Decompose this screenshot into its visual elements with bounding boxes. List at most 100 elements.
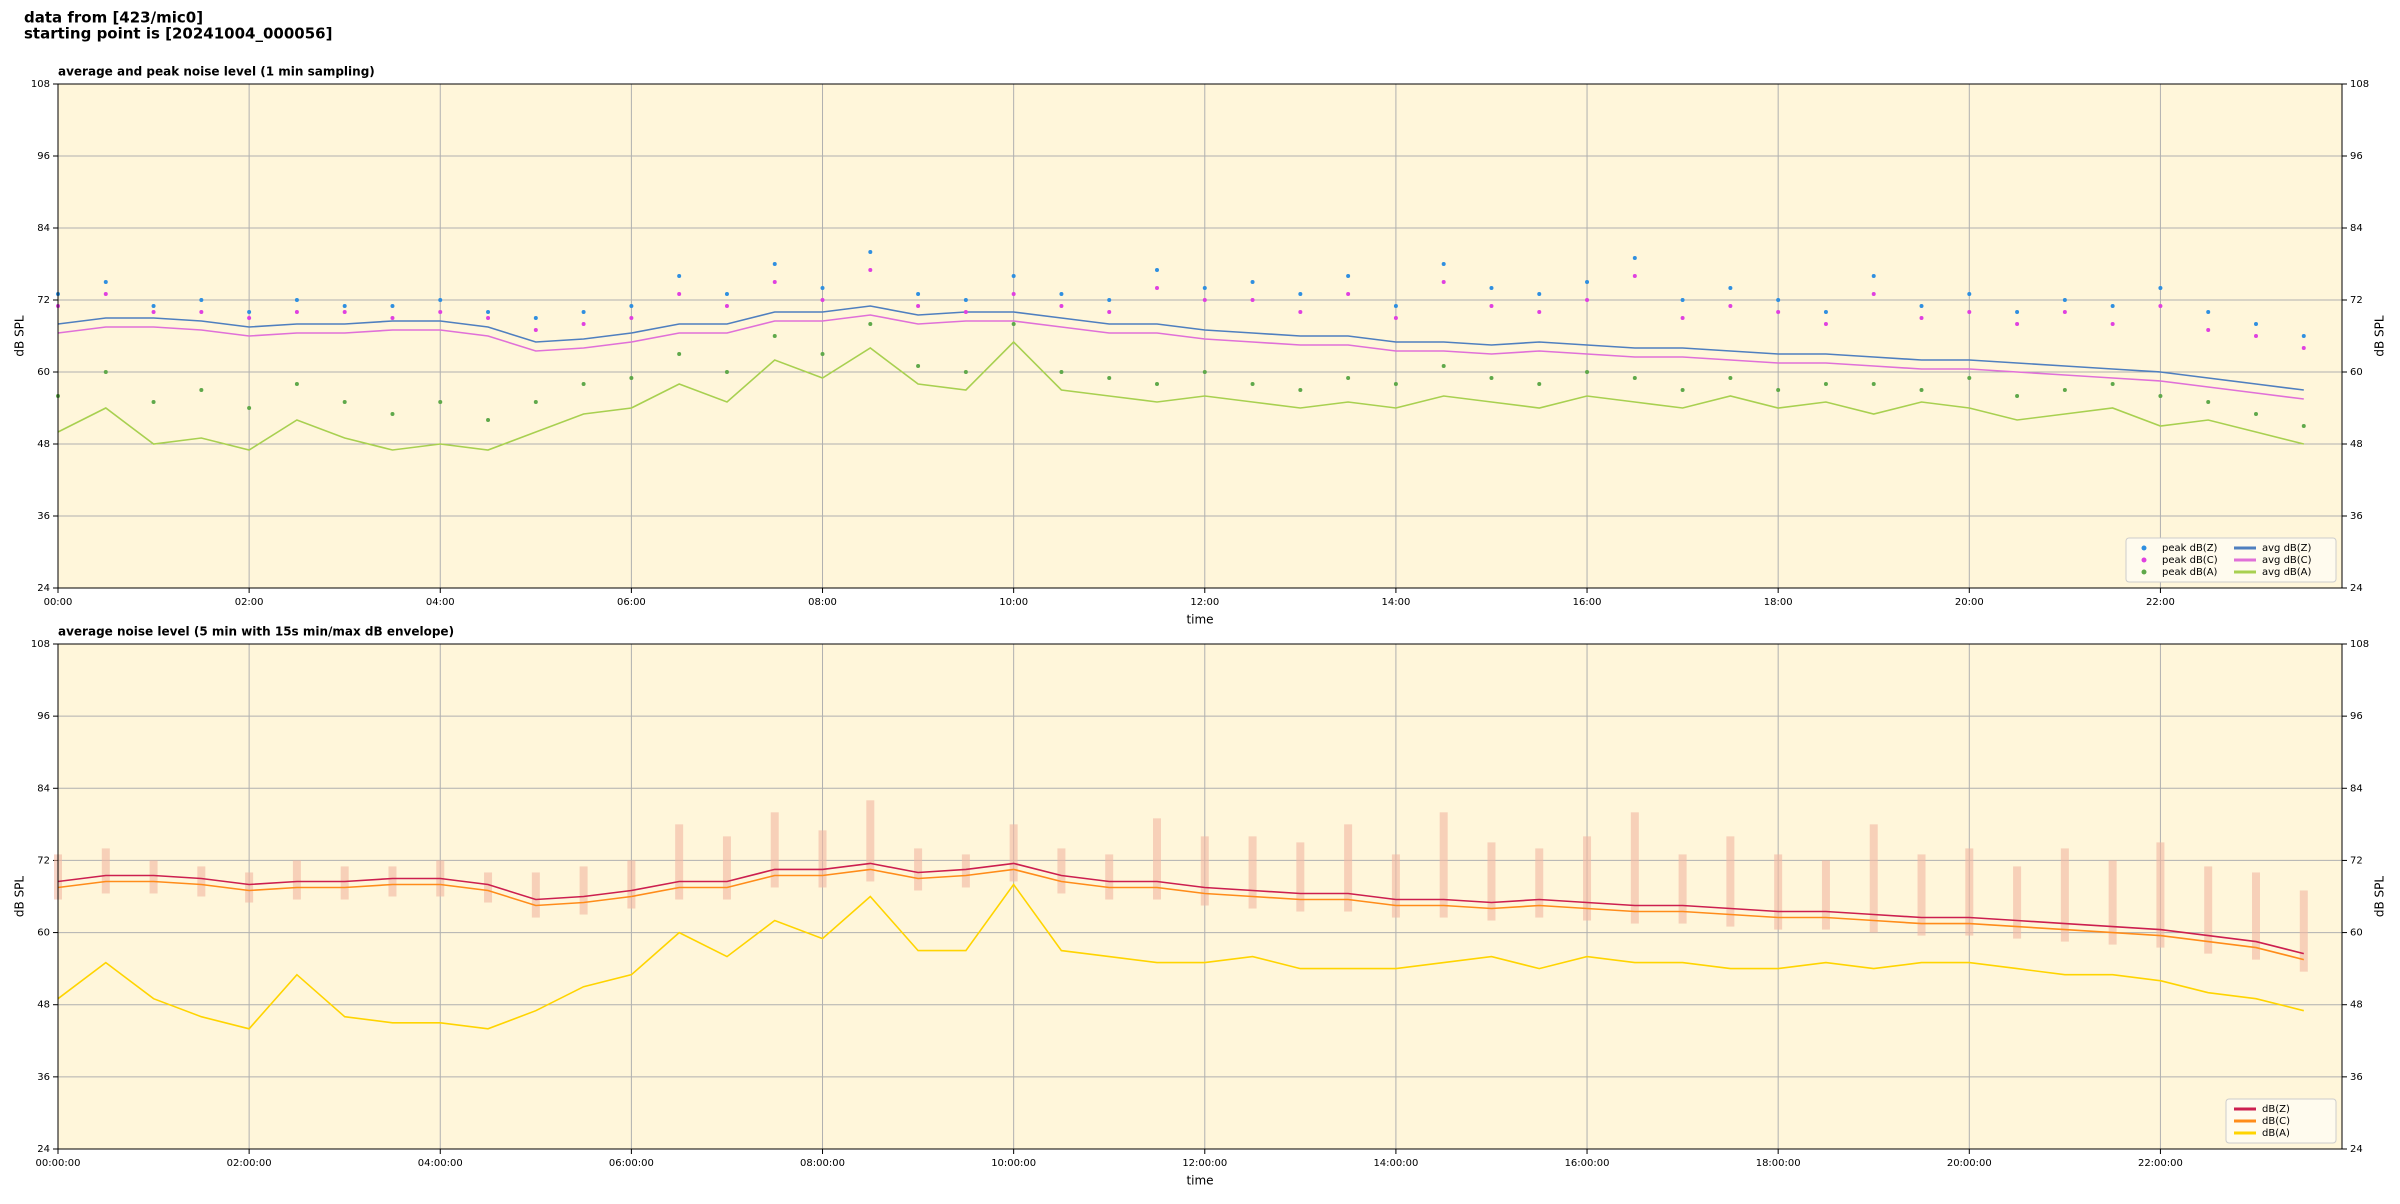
peak-point <box>820 352 825 356</box>
peak-point <box>916 304 921 308</box>
x-tick-label: 12:00 <box>1190 597 1219 608</box>
y-tick-label: 84 <box>37 783 50 794</box>
legend-label: peak dB(A) <box>2162 567 2218 578</box>
peak-point <box>2253 334 2258 338</box>
y-tick-label: 48 <box>2350 439 2363 450</box>
peak-point <box>2301 334 2306 338</box>
peak-point <box>1011 292 1016 296</box>
y-tick-label: 84 <box>2350 783 2363 794</box>
peak-point <box>820 286 825 290</box>
peak-point <box>916 292 921 296</box>
peak-point <box>724 292 729 296</box>
peak-point <box>1393 316 1398 320</box>
peak-point <box>677 352 682 356</box>
legend-label: dB(Z) <box>2262 1104 2290 1115</box>
x-tick-label: 22:00 <box>2146 597 2175 608</box>
header-line: starting point is [20241004_000056] <box>24 25 332 43</box>
y-tick-label: 48 <box>37 1000 50 1011</box>
series-line <box>57 862 2304 955</box>
peak-point <box>199 388 204 392</box>
x-tick-label: 14:00:00 <box>1373 1158 1418 1169</box>
peak-point <box>1298 292 1303 296</box>
y-tick-label: 24 <box>37 1144 50 1155</box>
envelope-band <box>627 860 636 909</box>
y-tick-label: 48 <box>37 439 50 450</box>
peak-point <box>1585 280 1590 284</box>
peak-point <box>772 280 777 284</box>
peak-point <box>1250 280 1255 284</box>
y-tick-label: 72 <box>37 295 50 306</box>
envelope-band <box>1296 842 1305 912</box>
peak-point <box>1346 292 1351 296</box>
peak-point <box>1393 382 1398 386</box>
legend-label: dB(C) <box>2262 1116 2290 1127</box>
peak-point <box>247 316 252 320</box>
envelope-band <box>149 860 158 894</box>
x-tick-label: 00:00 <box>44 597 73 608</box>
envelope-band <box>1821 860 1830 930</box>
peak-point <box>1441 280 1446 284</box>
legend-label: dB(A) <box>2262 1128 2290 1139</box>
envelope-band <box>1869 824 1878 933</box>
peak-point <box>1298 310 1303 314</box>
envelope-band <box>197 866 206 897</box>
peak-point <box>2206 400 2211 404</box>
envelope-band <box>961 854 970 888</box>
peak-point <box>1298 388 1303 392</box>
peak-point <box>1967 310 1972 314</box>
peak-point <box>2110 304 2115 308</box>
x-tick-label: 08:00 <box>808 597 837 608</box>
envelope-band <box>2204 866 2213 954</box>
peak-point <box>103 280 108 284</box>
y-tick-label: 24 <box>2350 1144 2363 1155</box>
legend-marker <box>2141 545 2147 551</box>
peak-point <box>1871 274 1876 278</box>
y-tick-label: 72 <box>2350 855 2363 866</box>
plot-frame <box>57 643 2343 1150</box>
x-tick-label: 08:00:00 <box>800 1158 845 1169</box>
peak-point <box>1011 322 1016 326</box>
plot-frame <box>57 83 2343 589</box>
x-tick-label: 00:00:00 <box>36 1158 81 1169</box>
peak-point <box>868 250 873 254</box>
peak-point <box>390 304 395 308</box>
peak-point <box>294 298 299 302</box>
peak-point <box>342 400 347 404</box>
peak-point <box>581 322 586 326</box>
peak-point <box>1441 262 1446 266</box>
envelope-band <box>722 836 731 900</box>
legend-label: avg dB(A) <box>2262 567 2312 578</box>
peak-point <box>1680 298 1685 302</box>
y-axis-label: dB SPL <box>2373 315 2387 357</box>
x-tick-label: 06:00:00 <box>609 1158 654 1169</box>
envelope-band <box>2156 842 2165 948</box>
peak-point <box>2110 322 2115 326</box>
peak-point <box>1632 376 1637 380</box>
y-axis-label: dB SPL <box>2373 876 2387 918</box>
envelope-band <box>1487 842 1496 921</box>
chart-title: average noise level (5 min with 15s min/… <box>58 625 454 639</box>
envelope-band <box>770 812 779 888</box>
peak-point <box>1011 274 1016 278</box>
x-tick-label: 18:00 <box>1764 597 1793 608</box>
envelope-band <box>914 848 923 891</box>
legend-marker <box>2141 569 2147 575</box>
series-line <box>57 305 2304 391</box>
y-tick-label: 60 <box>37 367 50 378</box>
peak-point <box>1585 370 1590 374</box>
peak-point <box>724 370 729 374</box>
peak-point <box>199 310 204 314</box>
x-tick-label: 16:00:00 <box>1565 1158 1610 1169</box>
peak-point <box>1346 376 1351 380</box>
envelope-band <box>484 872 493 903</box>
peak-point <box>1202 286 1207 290</box>
legend-label: peak dB(Z) <box>2162 543 2218 554</box>
plot-area <box>58 84 2342 588</box>
peak-point <box>390 412 395 416</box>
envelope-band <box>2060 848 2069 942</box>
peak-point <box>963 298 968 302</box>
peak-point <box>2062 310 2067 314</box>
peak-point <box>342 310 347 314</box>
peak-point <box>151 310 156 314</box>
